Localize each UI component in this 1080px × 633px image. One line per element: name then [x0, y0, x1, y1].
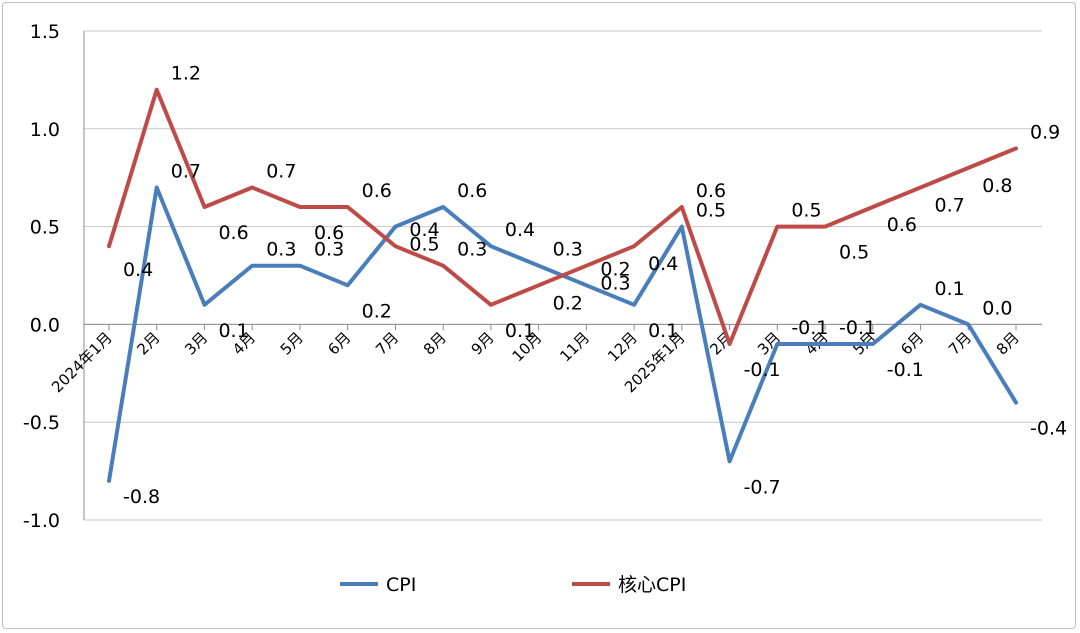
core-cpi-data-label: 0.1 [505, 320, 535, 342]
cpi-data-label: 0.3 [314, 239, 344, 261]
core-cpi-data-label: 0.5 [791, 200, 821, 222]
cpi-data-label: 0.3 [266, 239, 296, 261]
core-cpi-line [107, 87, 1018, 346]
y-tick-label: 1.5 [30, 21, 60, 43]
y-tick-label: -0.5 [23, 412, 60, 434]
core-cpi-data-label: 0.3 [457, 239, 487, 261]
cpi-data-label: 0.2 [600, 258, 630, 280]
core-cpi-data-label: 0.4 [648, 253, 678, 275]
legend-cpi-label: CPI [386, 574, 416, 596]
x-tick-label: 7月 [372, 329, 402, 359]
core-cpi-data-label: 0.6 [314, 222, 344, 244]
core-cpi-data-label: 0.7 [266, 160, 296, 182]
x-tick-label: 9月 [468, 329, 498, 359]
core-cpi-data-label: 0.5 [839, 242, 869, 264]
cpi-data-label: 0.1 [218, 320, 248, 342]
y-tick-label: 1.0 [30, 119, 60, 141]
x-tick-label: 6月 [324, 329, 354, 359]
x-tick-label: 2024年1月 [48, 329, 116, 397]
y-tick-label: 0.5 [30, 217, 60, 239]
core-cpi-data-label: 0.6 [887, 214, 917, 236]
cpi-data-label: -0.1 [791, 317, 828, 339]
core-cpi-data-label: 0.2 [553, 292, 583, 314]
cpi-data-label: -0.7 [744, 476, 781, 498]
core-cpi-data-label: 0.4 [123, 259, 153, 281]
x-tick-label: 11月 [556, 329, 593, 366]
x-tick-label: 6月 [897, 329, 927, 359]
cpi-data-label: 0.5 [696, 200, 726, 222]
core-cpi-data-label: 1.2 [171, 63, 201, 85]
core-cpi-data-label: 0.6 [362, 180, 392, 202]
cpi-data-label: 0.6 [457, 180, 487, 202]
cpi-data-label: -0.1 [887, 359, 924, 381]
y-tick-label: 0.0 [30, 314, 60, 336]
cpi-data-label: -0.1 [839, 317, 876, 339]
core-cpi-data-label: 0.6 [218, 222, 248, 244]
cpi-data-label: 0.2 [362, 300, 392, 322]
cpi-data-label: 0.1 [648, 320, 678, 342]
core-cpi-data-label: -0.1 [744, 359, 781, 381]
x-tick-label: 3月 [181, 329, 211, 359]
core-cpi-data-label: 0.9 [1030, 121, 1060, 143]
y-tick-label: -1.0 [23, 510, 60, 532]
cpi-data-label: 0.7 [171, 160, 201, 182]
cpi-data-label: 0.0 [982, 297, 1012, 319]
core-cpi-data-label: 0.4 [409, 219, 439, 241]
cpi-data-label: 0.5 [409, 234, 439, 256]
x-tick-label: 7月 [945, 329, 975, 359]
legend-core-cpi-label: 核心CPI [618, 574, 686, 596]
core-cpi-data-label: 0.8 [982, 175, 1012, 197]
x-tick-label: 8月 [420, 329, 450, 359]
cpi-data-label: -0.4 [1030, 418, 1067, 440]
cpi-data-label: 0.4 [505, 219, 535, 241]
cpi-data-label: 0.3 [553, 239, 583, 261]
core-cpi-data-label: 0.7 [935, 194, 965, 216]
x-tick-label: 12月 [604, 329, 641, 366]
x-tick-label: 5月 [277, 329, 307, 359]
core-cpi-data-label: 0.3 [600, 273, 630, 295]
x-tick-label: 2月 [133, 329, 163, 359]
x-tick-label: 8月 [993, 329, 1023, 359]
cpi-data-label: 0.1 [935, 278, 965, 300]
cpi-data-label: -0.8 [123, 486, 160, 508]
core-cpi-data-label: 0.6 [696, 180, 726, 202]
